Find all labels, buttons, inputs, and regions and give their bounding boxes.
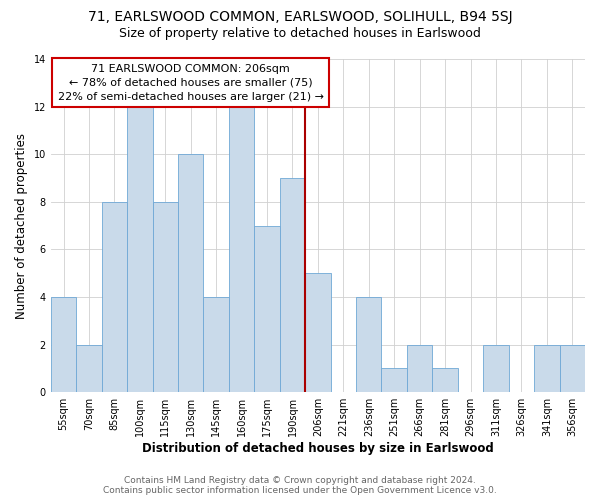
Text: Contains HM Land Registry data © Crown copyright and database right 2024.
Contai: Contains HM Land Registry data © Crown c… (103, 476, 497, 495)
Bar (433, 368, 458, 392)
Bar (152, 202, 178, 392)
Bar (127, 106, 152, 392)
Bar (560, 344, 585, 392)
Bar (483, 344, 509, 392)
Bar (305, 273, 331, 392)
Y-axis label: Number of detached properties: Number of detached properties (15, 132, 28, 318)
Bar (76, 344, 101, 392)
Bar (101, 202, 127, 392)
Bar (51, 297, 76, 392)
Text: Size of property relative to detached houses in Earlswood: Size of property relative to detached ho… (119, 28, 481, 40)
Text: 71 EARLSWOOD COMMON: 206sqm
← 78% of detached houses are smaller (75)
22% of sem: 71 EARLSWOOD COMMON: 206sqm ← 78% of det… (58, 64, 324, 102)
Bar (203, 297, 229, 392)
Bar (254, 226, 280, 392)
Bar (382, 368, 407, 392)
Bar (229, 106, 254, 392)
Bar (534, 344, 560, 392)
Text: 71, EARLSWOOD COMMON, EARLSWOOD, SOLIHULL, B94 5SJ: 71, EARLSWOOD COMMON, EARLSWOOD, SOLIHUL… (88, 10, 512, 24)
Bar (407, 344, 433, 392)
Bar (280, 178, 305, 392)
Bar (356, 297, 382, 392)
Bar (178, 154, 203, 392)
X-axis label: Distribution of detached houses by size in Earlswood: Distribution of detached houses by size … (142, 442, 494, 455)
